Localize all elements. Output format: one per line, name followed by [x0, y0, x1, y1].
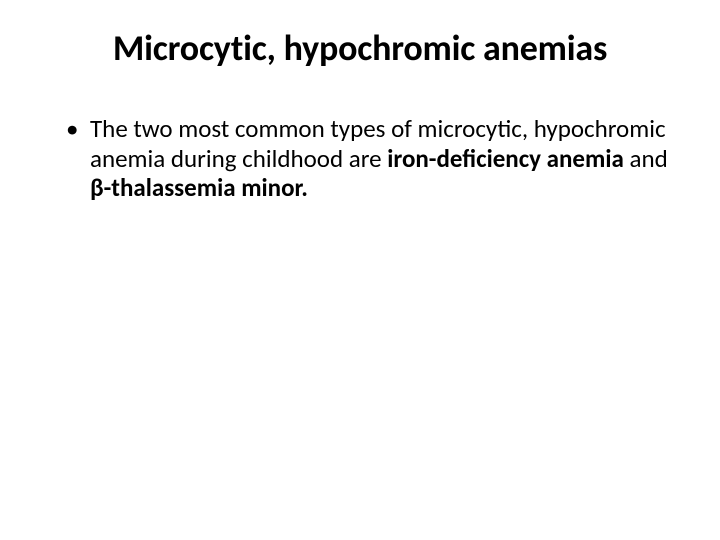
slide-container: Microcytic, hypochromic anemias The two …	[0, 0, 720, 540]
slide-title: Microcytic, hypochromic anemias	[48, 26, 672, 70]
bullet-list: The two most common types of microcytic,…	[48, 114, 672, 203]
bullet-item: The two most common types of microcytic,…	[66, 114, 672, 203]
bullet-text-mid: and	[624, 143, 668, 174]
bullet-text-bold-1: iron-deficiency anemia	[387, 143, 624, 174]
bullet-text-bold-2: β-thalassemia minor.	[90, 172, 308, 203]
